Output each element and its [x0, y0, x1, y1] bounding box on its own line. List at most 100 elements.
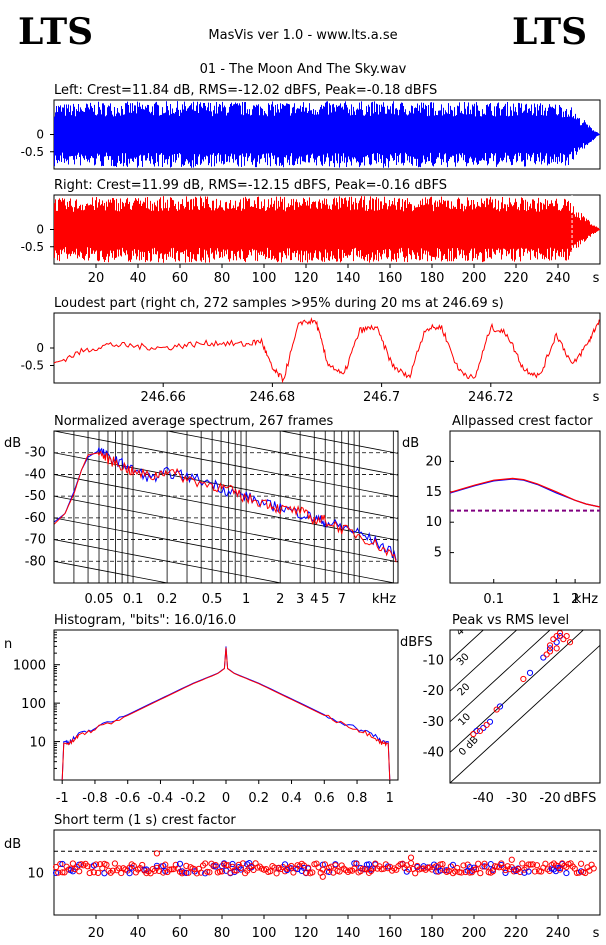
short-term-crest-point [84, 863, 91, 870]
spectrum-panel: Normalized average spectrum, 267 frames d… [4, 279, 399, 607]
short-term-crest-point [365, 861, 373, 868]
spectrum-slope-line [54, 452, 398, 519]
short-term-crest-point [525, 861, 532, 868]
short-term-crest-xtick-label: 220 [504, 926, 529, 941]
short-term-crest-point [563, 869, 570, 877]
peak-vs-rms-point [486, 718, 494, 725]
short-term-crest-point [109, 867, 116, 874]
short-term-crest-point [481, 863, 488, 870]
spectrum-ytick-label: -30 [25, 446, 46, 461]
short-term-crest-xtick-label: 120 [294, 926, 319, 941]
right-xtick-label: 140 [336, 271, 361, 286]
loudest-frame [53, 312, 601, 384]
short-term-crest-point [61, 869, 68, 876]
spectrum-plot-area [54, 279, 398, 583]
histogram-xtick-label: 0.2 [248, 791, 269, 806]
short-term-crest-point [309, 869, 316, 876]
peak-vs-rms-point [496, 703, 504, 710]
loudest-xunit: s [593, 390, 600, 405]
histogram-title: Histogram, "bits": 16.0/16.0 [54, 613, 236, 628]
allpass-series-line [449, 478, 601, 508]
spectrum-ytick-label: -70 [25, 533, 46, 548]
peak-vs-rms-point [546, 645, 554, 652]
spectrum-ytick-label: -40 [25, 467, 46, 482]
spectrum-slope-line [54, 322, 398, 388]
peak-vs-rms-ytick-label: -40 [423, 745, 444, 760]
short-term-crest-xtick-label: 80 [214, 926, 231, 941]
spectrum-slope-line [54, 495, 398, 563]
logo-right: LTS [512, 11, 587, 53]
short-term-crest-point [437, 867, 444, 874]
short-term-crest-point [519, 860, 526, 867]
short-term-crest-point [59, 869, 66, 876]
short-term-crest-point [95, 869, 102, 876]
allpass-ylabel: dB [402, 436, 419, 451]
left-ytick-label: -0.5 [21, 145, 44, 159]
short-term-crest-point [166, 866, 173, 873]
short-term-crest-point [53, 869, 60, 876]
short-term-crest-point [176, 860, 184, 867]
histogram-ytick-label: 100 [21, 697, 46, 712]
short-term-crest-point [326, 868, 333, 876]
short-term-crest-point [460, 862, 467, 869]
histogram-xtick-label: -1 [56, 791, 69, 806]
short-term-crest-xtick-label: 160 [378, 926, 403, 941]
loudest-xtick-label: 246.68 [250, 390, 296, 405]
histogram-ylabel: n [4, 637, 12, 652]
file-title: 01 - The Moon And The Sky.wav [200, 62, 407, 77]
spectrum-xunit: kHz [372, 592, 396, 607]
short-term-crest-point [458, 869, 465, 876]
short-term-crest-point [590, 865, 597, 872]
right-xtick-label: 200 [462, 271, 487, 286]
short-term-crest-point [202, 860, 209, 867]
spectrum-ytick-label: -80 [25, 554, 46, 569]
peak-vs-rms-xtick-label: -40 [473, 791, 494, 806]
peak-vs-rms-point [520, 675, 527, 683]
short-term-crest-point [231, 867, 238, 874]
short-term-crest-xtick-label: 100 [252, 926, 277, 941]
peak-vs-rms-title: Peak vs RMS level [452, 613, 569, 628]
short-term-crest-point [90, 869, 98, 876]
spectrum-slope-line [54, 560, 170, 583]
right-xtick-label: 160 [378, 271, 403, 286]
short-term-crest-point [181, 869, 188, 876]
short-term-crest-point [557, 866, 564, 873]
allpass-ytick-label: 15 [425, 485, 442, 500]
short-term-crest-point [489, 868, 496, 875]
right-ytick-label: -0.5 [21, 240, 44, 254]
peak-vs-rms-point [553, 645, 560, 652]
short-term-crest-point [86, 869, 93, 877]
short-term-crest-point [162, 861, 169, 868]
short-term-crest-xtick-label: 180 [420, 926, 445, 941]
spectrum-xtick-label: 0.1 [123, 592, 144, 607]
peak-vs-rms-diagonal-label: 40 [454, 621, 471, 638]
short-term-crest-panel: Short term (1 s) crest factor dB 10 20 40 60 8… [4, 813, 601, 941]
right-title: Right: Crest=11.99 dB, RMS=-12.15 dBFS, … [54, 178, 447, 193]
short-term-crest-point [533, 862, 541, 869]
short-term-crest-point [267, 868, 274, 875]
peak-vs-rms-point [473, 727, 480, 735]
short-term-crest-outlier [407, 854, 415, 861]
peak-vs-rms-point [553, 633, 560, 640]
spectrum-slope-line [54, 279, 398, 345]
peak-vs-rms-diagonal [450, 630, 551, 723]
peak-vs-rms-point [550, 636, 557, 643]
loudest-line [53, 316, 600, 384]
short-term-crest-point [183, 862, 190, 869]
short-term-crest-point [59, 860, 66, 868]
short-term-crest-point [525, 868, 532, 875]
spectrum-slope-line [54, 517, 397, 583]
histogram-series-line [61, 647, 391, 781]
spectrum-slope-line [165, 431, 398, 476]
right-ytick-label: 0 [36, 223, 44, 237]
short-term-crest-point [477, 870, 484, 877]
short-term-crest-point [130, 862, 137, 869]
spectrum-xtick-label: 0.05 [85, 592, 114, 607]
allpass-ytick-label: 10 [425, 515, 442, 530]
short-term-crest-point [578, 860, 585, 867]
spectrum-xtick-label: 5 [321, 592, 329, 607]
short-term-crest-point [437, 861, 444, 868]
left-panel: Left: Crest=11.84 dB, RMS=-12.02 dBFS, P… [21, 83, 601, 170]
